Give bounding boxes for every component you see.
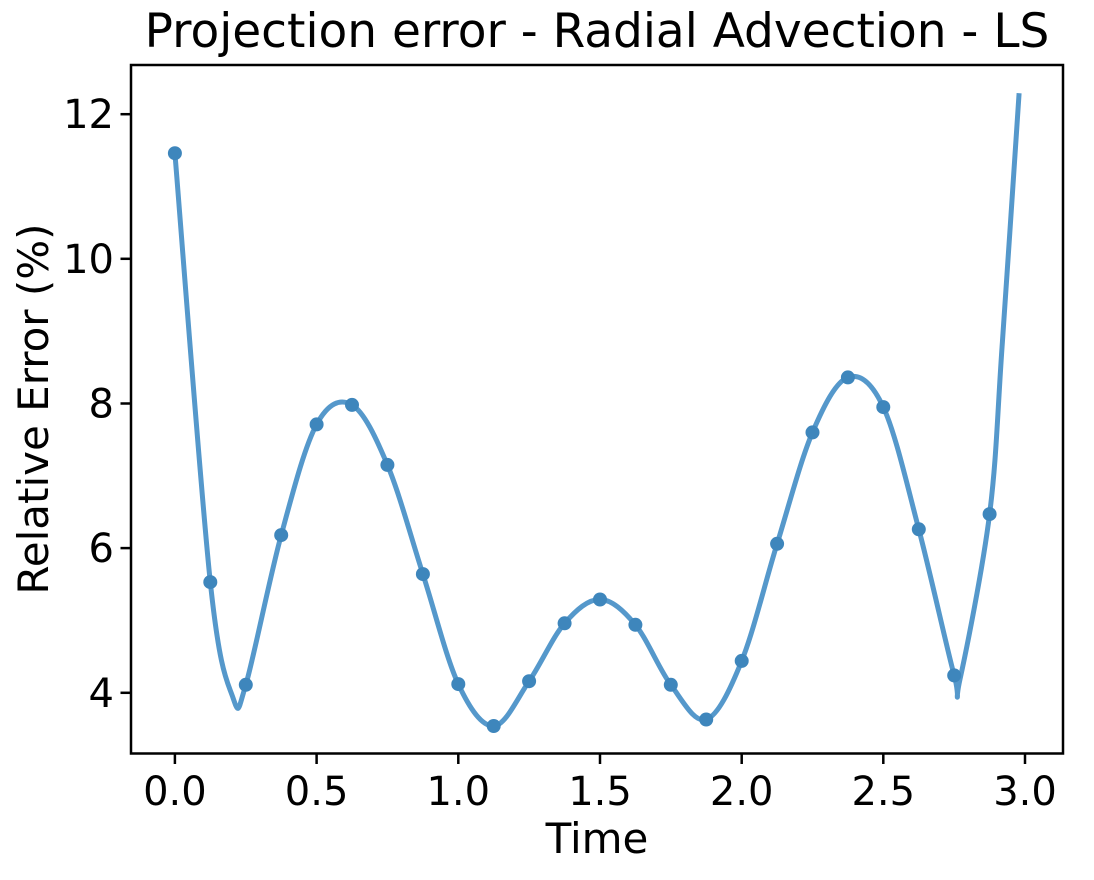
data-point-marker <box>274 528 289 543</box>
data-point-marker <box>167 146 182 161</box>
axes-frame <box>129 63 1065 755</box>
data-point-marker <box>238 677 253 692</box>
y-tick-label: 8 <box>89 382 114 428</box>
data-point-marker <box>805 425 820 440</box>
x-tick-label: 2.5 <box>851 769 915 815</box>
data-point-marker <box>486 719 501 733</box>
x-tick-label: 0.0 <box>143 769 207 815</box>
data-point-marker <box>380 457 395 472</box>
y-tick-label: 12 <box>63 92 114 138</box>
data-point-marker <box>982 507 997 522</box>
chart-title: Projection error - Radial Advection - LS <box>144 4 1050 59</box>
x-tick-label: 3.0 <box>993 769 1057 815</box>
y-tick-label: 6 <box>89 526 114 572</box>
x-tick-label: 1.0 <box>426 769 490 815</box>
x-tick-label: 2.0 <box>710 769 774 815</box>
x-axis-label: Time <box>545 814 649 863</box>
data-point-marker <box>593 592 607 607</box>
data-point-marker <box>451 677 466 692</box>
data-point-marker <box>911 522 926 537</box>
x-tick-label: 0.5 <box>285 769 349 815</box>
error-curve-line <box>172 93 1022 729</box>
data-point-marker <box>628 617 643 632</box>
data-point-marker <box>557 616 572 631</box>
data-point-marker <box>770 536 785 551</box>
x-tick-label: 1.5 <box>568 769 632 815</box>
data-point-marker <box>663 677 678 692</box>
y-tick-label: 4 <box>89 671 114 717</box>
data-point-marker <box>345 397 359 412</box>
data-point-marker <box>840 370 855 385</box>
data-point-marker <box>415 567 430 582</box>
data-point-marker <box>699 712 714 727</box>
y-tick-label: 10 <box>63 237 114 283</box>
data-point-marker <box>522 674 537 689</box>
data-point-marker <box>734 653 749 668</box>
data-point-marker <box>876 400 891 415</box>
data-point-marker <box>203 575 218 590</box>
data-point-marker <box>947 668 962 683</box>
data-point-marker <box>309 417 324 432</box>
